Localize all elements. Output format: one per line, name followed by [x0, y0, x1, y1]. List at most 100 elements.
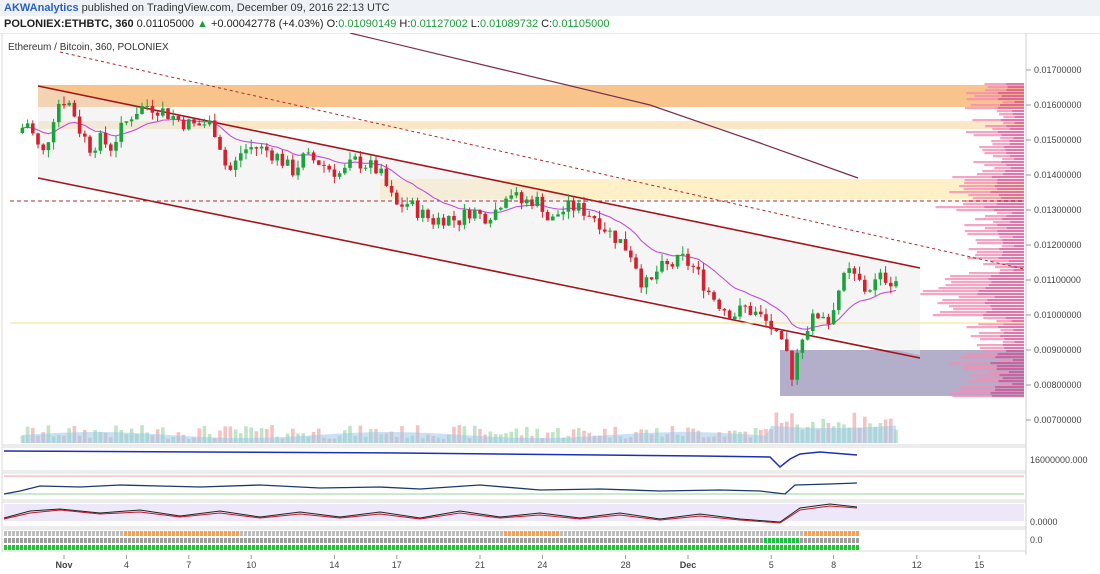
osc-top-bar: [616, 531, 619, 536]
osc-mid-bar: [840, 538, 843, 543]
osc-top-bar: [216, 531, 219, 536]
volume-bar: [556, 427, 560, 443]
volume-profile-bar: [965, 353, 998, 356]
volume-profile-bar: [983, 263, 1006, 266]
publisher-name[interactable]: AKWAnalytics: [4, 2, 79, 14]
volume-profile-bar: [991, 281, 1024, 284]
osc-top-bar: [516, 531, 519, 536]
candle-body: [790, 350, 794, 380]
osc-top-bar: [408, 531, 411, 536]
osc-top-bar: [228, 531, 231, 536]
candle-body: [176, 116, 181, 120]
osc-top-bar: [848, 531, 851, 536]
candle-body: [98, 132, 103, 151]
osc-bottom-bar: [736, 545, 739, 550]
osc-top-bar: [416, 531, 419, 536]
chart-area[interactable]: Ethereum / Bitcoin, 360, POLONIEX Nov 4 7 1…: [0, 33, 1100, 574]
candle-body: [36, 133, 40, 145]
indicator-pane-1[interactable]: [1, 446, 1027, 472]
volume-profile-bar: [999, 269, 1014, 272]
osc-top-bar: [48, 531, 51, 536]
volume-profile-bar: [990, 392, 1024, 395]
osc-mid-bar: [296, 538, 299, 543]
volume-profile-bar: [1004, 347, 1024, 350]
osc-bottom-bar: [124, 545, 127, 550]
osc-bottom-bar: [196, 545, 199, 550]
osc-bottom-bar: [64, 545, 67, 550]
osc-top-bar: [620, 531, 623, 536]
osc-mid-bar: [428, 538, 431, 543]
volume-bar: [197, 428, 201, 443]
osc-bottom-bar: [76, 545, 79, 550]
osc-mid-bar: [80, 538, 83, 543]
candle-body: [889, 282, 893, 287]
osc-top-bar: [612, 531, 615, 536]
osc-mid-bar: [644, 538, 647, 543]
osc-mid-bar: [792, 538, 795, 543]
osc-bottom-bar: [668, 545, 671, 550]
osc-bottom-bar: [828, 545, 831, 550]
candle-body: [623, 239, 628, 251]
candle-body: [540, 196, 545, 212]
osc-mid-bar: [596, 538, 599, 543]
x-tick-label: 8: [831, 560, 836, 570]
candle-body: [837, 290, 841, 311]
osc-bottom-bar: [628, 545, 631, 550]
osc-top-bar: [452, 531, 455, 536]
volume-profile-bar: [963, 203, 997, 206]
osc-bottom-bar: [348, 545, 351, 550]
candle-body: [306, 152, 311, 154]
volume-profile-bar: [1000, 119, 1024, 122]
osc-top-bar: [352, 531, 355, 536]
osc-mid-bar: [112, 538, 115, 543]
volume-profile-bar: [978, 290, 1024, 293]
osc-mid-bar: [184, 538, 187, 543]
candle-body: [187, 119, 191, 130]
osc-mid-bar: [160, 538, 163, 543]
volume-profile-bar: [997, 200, 1024, 203]
osc-bottom-bar: [788, 545, 791, 550]
candle-body: [509, 195, 513, 199]
osc-bottom-bar: [48, 545, 51, 550]
osc-top-bar: [96, 531, 99, 536]
osc-bottom-bar: [24, 545, 27, 550]
osc-top-bar: [640, 531, 643, 536]
osc-bottom-bar: [456, 545, 459, 550]
osc-mid-bar: [256, 538, 259, 543]
osc-top-bar: [628, 531, 631, 536]
candle-body: [478, 210, 482, 214]
osc-mid-bar: [220, 538, 223, 543]
osc-mid-bar: [248, 538, 251, 543]
osc-axis-label-2: 0.0: [1030, 535, 1043, 545]
osc-mid-bar: [276, 538, 279, 543]
osc-mid-bar: [808, 538, 811, 543]
osc-bottom-bar: [184, 545, 187, 550]
candle-body: [25, 123, 30, 128]
candle-body: [696, 266, 701, 270]
osc-mid-bar: [328, 538, 331, 543]
osc-mid-bar: [452, 538, 455, 543]
osc-top-bar: [328, 531, 331, 536]
osc-top-bar: [120, 531, 123, 536]
volume-profile-bar: [966, 380, 999, 383]
osc-mid-bar: [4, 538, 7, 543]
osc-bottom-bar: [100, 545, 103, 550]
volume-profile-bar: [953, 308, 993, 311]
volume-profile-bar: [997, 179, 1024, 182]
candle-body: [545, 211, 550, 221]
x-tick-label: 28: [621, 560, 631, 570]
osc-mid-bar: [480, 538, 483, 543]
osc-mid-bar: [484, 538, 487, 543]
osc-mid-bar: [388, 538, 391, 543]
volume-profile-bar: [1001, 245, 1014, 248]
osc-mid-bar: [208, 538, 211, 543]
osc-mid-bar: [784, 538, 787, 543]
osc-bottom-bar: [600, 545, 603, 550]
osc-mid-bar: [552, 538, 555, 543]
osc-bottom-bar: [772, 545, 775, 550]
volume-profile-bar: [959, 389, 996, 392]
candle-body: [467, 209, 472, 219]
candle-body: [629, 250, 633, 258]
osc-bottom-bar: [16, 545, 19, 550]
volume-profile-bar: [996, 365, 1024, 368]
